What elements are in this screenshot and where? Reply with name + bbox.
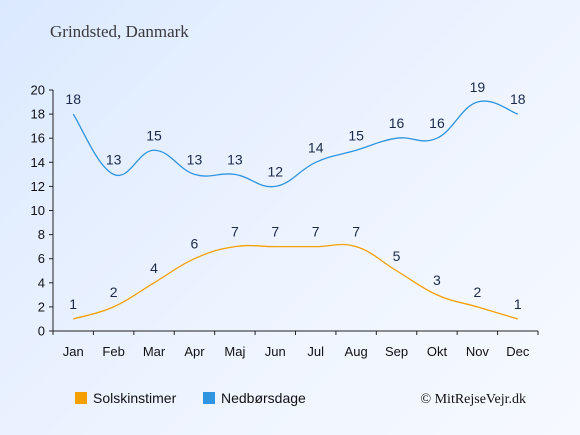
data-label-solskinstimer: 1 xyxy=(514,296,522,312)
series-lines xyxy=(72,100,519,320)
data-label-solskinstimer: 7 xyxy=(231,224,239,240)
y-tick-label: 10 xyxy=(31,203,45,218)
x-tick-label: Maj xyxy=(224,344,245,359)
data-label-nedborsdage: 15 xyxy=(146,127,162,143)
series-line-solskinstimer xyxy=(73,243,518,320)
y-tick-label: 4 xyxy=(38,275,45,290)
data-label-nedborsdage: 13 xyxy=(227,151,243,167)
y-tick-label: 12 xyxy=(31,179,45,194)
y-tick-label: 20 xyxy=(31,83,45,98)
data-label-nedborsdage: 14 xyxy=(308,139,324,155)
y-tick-label: 14 xyxy=(31,155,45,170)
legend-label-solskinstimer: Solskinstimer xyxy=(93,390,177,406)
x-tick-label: Aug xyxy=(345,344,368,359)
data-label-solskinstimer: 5 xyxy=(393,248,401,264)
data-label-nedborsdage: 19 xyxy=(470,79,486,95)
legend: Solskinstimer Nedbørsdage xyxy=(75,390,306,406)
legend-label-nedborsdage: Nedbørsdage xyxy=(221,390,306,406)
data-label-solskinstimer: 1 xyxy=(69,296,77,312)
x-tick-label: Jun xyxy=(265,344,286,359)
x-tick-label: Sep xyxy=(385,344,408,359)
data-label-solskinstimer: 7 xyxy=(312,224,320,240)
x-tick-label: Apr xyxy=(184,344,205,359)
legend-swatch-solskinstimer xyxy=(75,392,87,404)
data-label-nedborsdage: 16 xyxy=(389,115,405,131)
data-label-nedborsdage: 18 xyxy=(65,91,81,107)
data-label-nedborsdage: 18 xyxy=(510,91,526,107)
data-label-solskinstimer: 2 xyxy=(110,284,118,300)
data-label-nedborsdage: 13 xyxy=(106,151,122,167)
y-tick-label: 6 xyxy=(38,251,45,266)
x-tick-label: Dec xyxy=(506,344,530,359)
credit-text: © MitRejseVejr.dk xyxy=(420,392,526,407)
data-label-solskinstimer: 7 xyxy=(352,224,360,240)
y-tick-label: 0 xyxy=(38,324,45,339)
x-tick-label: Okt xyxy=(427,344,448,359)
y-tick-label: 8 xyxy=(38,227,45,242)
x-tick-label: Jul xyxy=(307,344,324,359)
data-label-solskinstimer: 7 xyxy=(271,224,279,240)
legend-swatch-nedborsdage xyxy=(203,392,215,404)
data-label-solskinstimer: 4 xyxy=(150,260,158,276)
x-tick-label: Mar xyxy=(143,344,166,359)
data-label-solskinstimer: 6 xyxy=(191,236,199,252)
data-label-nedborsdage: 13 xyxy=(187,151,203,167)
data-label-solskinstimer: 2 xyxy=(473,284,481,300)
x-tick-label: Jan xyxy=(63,344,84,359)
x-tick-label: Nov xyxy=(466,344,490,359)
series-line-nedborsdage xyxy=(72,100,519,188)
x-tick-label: Feb xyxy=(102,344,124,359)
data-label-nedborsdage: 12 xyxy=(268,163,284,179)
data-label-nedborsdage: 16 xyxy=(429,115,445,131)
data-label-nedborsdage: 15 xyxy=(348,127,364,143)
y-tick-label: 16 xyxy=(31,131,45,146)
data-label-solskinstimer: 3 xyxy=(433,272,441,288)
chart-title: Grindsted, Danmark xyxy=(50,22,189,41)
y-tick-label: 2 xyxy=(38,299,45,314)
y-tick-label: 18 xyxy=(31,107,45,122)
